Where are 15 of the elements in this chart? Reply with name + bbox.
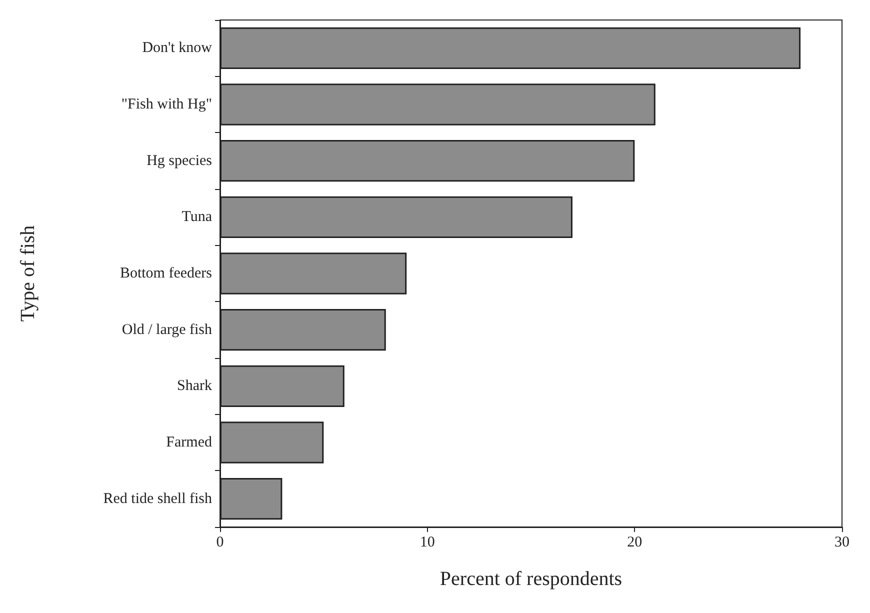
- y-tick-label: Shark: [177, 378, 212, 394]
- y-tick-label: Farmed: [166, 434, 212, 450]
- y-tick-label: Hg species: [146, 152, 212, 169]
- y-tick-label: Red tide shell fish: [103, 490, 212, 507]
- x-tick-label: 30: [834, 534, 850, 550]
- x-tick-label: 10: [420, 534, 435, 550]
- x-tick-label: 0: [216, 534, 224, 550]
- y-tick-label: Don't know: [142, 40, 212, 56]
- x-tick-label: 20: [627, 534, 642, 550]
- y-tick-label: Tuna: [182, 209, 212, 226]
- y-tick-label: "Fish with Hg": [121, 96, 212, 112]
- x-axis-title: Percent of respondents: [440, 568, 622, 590]
- y-axis-title: Type of fish: [17, 225, 39, 322]
- y-tick-label: Old / large fish: [122, 322, 212, 338]
- y-tick-label: Bottom feeders: [120, 266, 212, 282]
